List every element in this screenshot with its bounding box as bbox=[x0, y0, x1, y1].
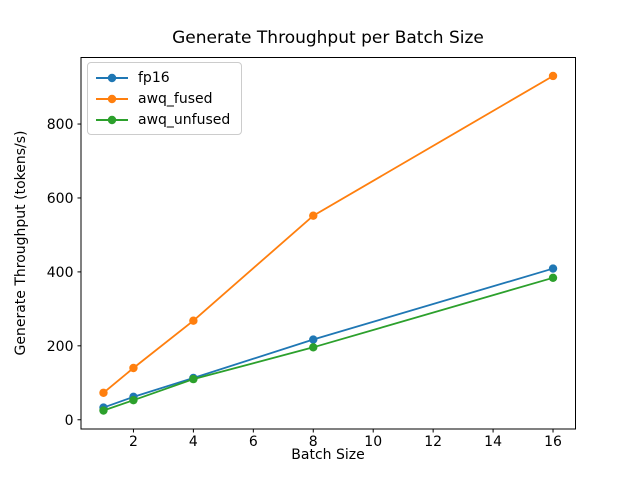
legend-marker-awq_fused bbox=[107, 94, 117, 103]
marker-fp16 bbox=[309, 335, 318, 344]
y-tick-label: 400 bbox=[47, 265, 74, 281]
x-tick-label: 8 bbox=[309, 434, 318, 450]
marker-fp16 bbox=[548, 264, 558, 273]
legend-entry-awq_fused: awq_fused bbox=[95, 88, 230, 109]
legend-label-awq_fused: awq_fused bbox=[138, 90, 213, 107]
y-tick-label: 200 bbox=[47, 339, 74, 355]
marker-awq_fused bbox=[309, 211, 318, 220]
legend-entry-awq_unfused: awq_unfused bbox=[95, 109, 230, 130]
marker-awq_fused bbox=[548, 71, 558, 81]
y-tick-label: 800 bbox=[47, 117, 74, 133]
chart-title: Generate Throughput per Batch Size bbox=[172, 28, 484, 48]
x-tick-label: 14 bbox=[484, 434, 502, 450]
marker-awq_unfused bbox=[548, 273, 558, 283]
x-axis-label: Batch Size bbox=[291, 447, 365, 463]
y-tick-label: 0 bbox=[65, 413, 74, 429]
marker-awq_unfused bbox=[129, 395, 138, 405]
series-line-awq_unfused bbox=[102, 276, 554, 412]
legend-entry-fp16: fp16 bbox=[95, 67, 230, 88]
x-tick-label: 12 bbox=[424, 434, 442, 450]
axes-spines bbox=[80, 57, 576, 430]
legend-marker-awq_unfused bbox=[107, 115, 117, 124]
x-tick-label: 16 bbox=[544, 434, 562, 450]
marker-awq_fused bbox=[129, 363, 138, 373]
legend-label-fp16: fp16 bbox=[138, 69, 170, 86]
marker-awq_fused bbox=[99, 388, 108, 397]
marker-awq_unfused bbox=[189, 374, 198, 384]
x-tick-label: 10 bbox=[364, 434, 382, 450]
legend-sample-fp16 bbox=[96, 73, 128, 82]
legend-sample-awq_fused bbox=[96, 94, 128, 103]
legend-sample-awq_unfused bbox=[96, 115, 128, 124]
marker-awq_fused bbox=[189, 316, 198, 325]
marker-awq_unfused bbox=[99, 406, 108, 415]
legend-label-awq_unfused: awq_unfused bbox=[138, 111, 231, 128]
x-tick-label: 2 bbox=[129, 434, 138, 450]
y-tick-label: 600 bbox=[47, 191, 74, 207]
y-axis-label: Generate Throughput (tokens/s) bbox=[13, 130, 29, 356]
x-tick-label: 4 bbox=[189, 434, 198, 450]
legend-marker-fp16 bbox=[107, 73, 117, 82]
marker-awq_unfused bbox=[309, 343, 318, 352]
legend: fp16 awq_fused awq_unfused bbox=[87, 62, 243, 135]
x-tick-label: 6 bbox=[249, 434, 258, 450]
